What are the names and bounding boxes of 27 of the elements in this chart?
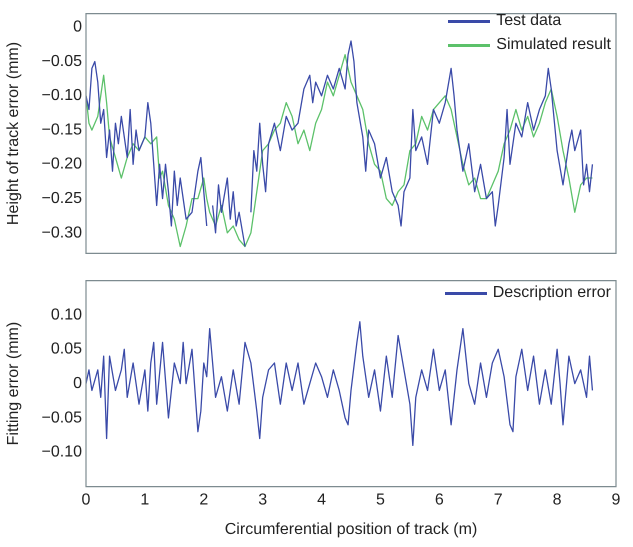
x-axis-title: Circumferential position of track (m) [224,520,478,538]
y-tick-label: −0.10 [42,87,82,104]
x-tick-label: 3 [258,492,268,509]
y-tick-label: −0.15 [42,121,82,138]
x-tick-label: 9 [612,492,621,509]
legend-label: Test data [496,12,562,30]
y-tick-label: −0.05 [42,409,82,426]
legend-label: Simulated result [496,36,611,54]
y-tick-label: 0.10 [50,306,82,324]
y-tick-label: 0 [73,18,82,36]
y-axis-title: Height of track error (mm) [5,42,22,226]
y-tick-label: −0.30 [42,224,82,242]
x-tick-label: 7 [494,492,503,509]
y-tick-label: 0.05 [50,340,82,358]
y-tick-label: 0 [73,375,82,392]
x-tick-label: 1 [140,492,150,509]
y-tick-label: −0.10 [42,444,82,461]
x-tick-label: 4 [317,492,326,509]
y-tick-label: −0.25 [42,190,82,207]
x-tick-label: 8 [552,492,562,509]
x-tick-label: 2 [199,492,208,509]
y-tick-label: −0.20 [42,156,82,173]
y-tick-label: −0.05 [42,52,82,70]
legend-label: Description error [492,284,611,302]
x-tick-label: 5 [376,492,385,509]
x-tick-label: 6 [434,492,444,509]
y-axis-title: Fitting error (mm) [5,322,22,446]
